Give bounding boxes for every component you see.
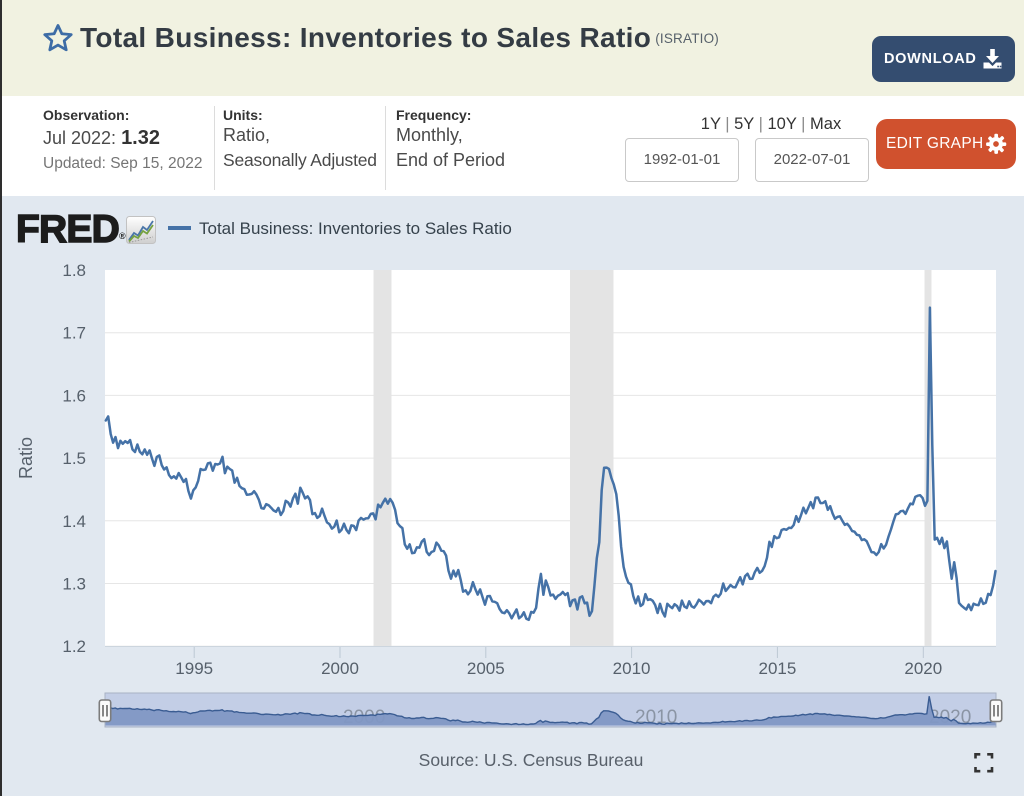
svg-text:2005: 2005 — [467, 659, 505, 678]
svg-text:1.8: 1.8 — [62, 261, 86, 280]
svg-text:2020: 2020 — [904, 659, 942, 678]
svg-text:Source: U.S. Census Bureau: Source: U.S. Census Bureau — [419, 750, 644, 770]
svg-text:2010: 2010 — [613, 659, 651, 678]
svg-text:2000: 2000 — [321, 659, 359, 678]
svg-text:1.3: 1.3 — [62, 575, 86, 594]
svg-text:Ratio: Ratio — [16, 437, 36, 479]
svg-text:1.7: 1.7 — [62, 324, 86, 343]
svg-text:1995: 1995 — [175, 659, 213, 678]
svg-text:1.6: 1.6 — [62, 386, 86, 405]
svg-text:1.5: 1.5 — [62, 449, 86, 468]
svg-text:2015: 2015 — [758, 659, 796, 678]
svg-text:1.4: 1.4 — [62, 512, 86, 531]
svg-text:1.2: 1.2 — [62, 637, 86, 656]
